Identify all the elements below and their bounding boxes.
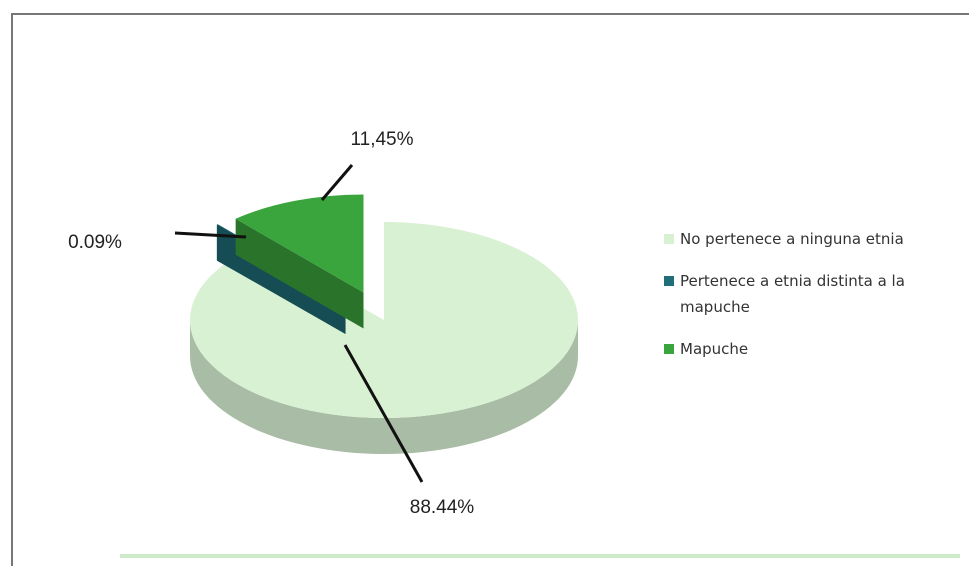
legend-swatch xyxy=(664,276,674,286)
leader-line xyxy=(320,164,354,201)
legend-swatch xyxy=(664,344,674,354)
legend-item: Mapuche xyxy=(662,336,952,362)
legend-label: Pertenece a etnia distinta a la mapuche xyxy=(680,272,905,316)
legend-item: No pertenece a ninguna etnia xyxy=(662,226,952,252)
slice xyxy=(235,194,364,293)
slice-cut-face xyxy=(235,218,364,329)
leader-line xyxy=(174,231,247,239)
legend: No pertenece a ninguna etnia Pertenece a … xyxy=(662,226,952,378)
data-label: 88.44% xyxy=(410,497,475,518)
data-label: 11,45% xyxy=(350,129,413,150)
legend-label: No pertenece a ninguna etnia xyxy=(680,230,904,248)
legend-item: Pertenece a etnia distinta a la mapuche xyxy=(662,268,952,320)
legend-label: Mapuche xyxy=(680,340,749,358)
legend-swatch xyxy=(664,234,674,244)
data-label: 0.09% xyxy=(68,232,122,253)
slice-side xyxy=(190,320,578,454)
leader-line xyxy=(343,344,424,483)
